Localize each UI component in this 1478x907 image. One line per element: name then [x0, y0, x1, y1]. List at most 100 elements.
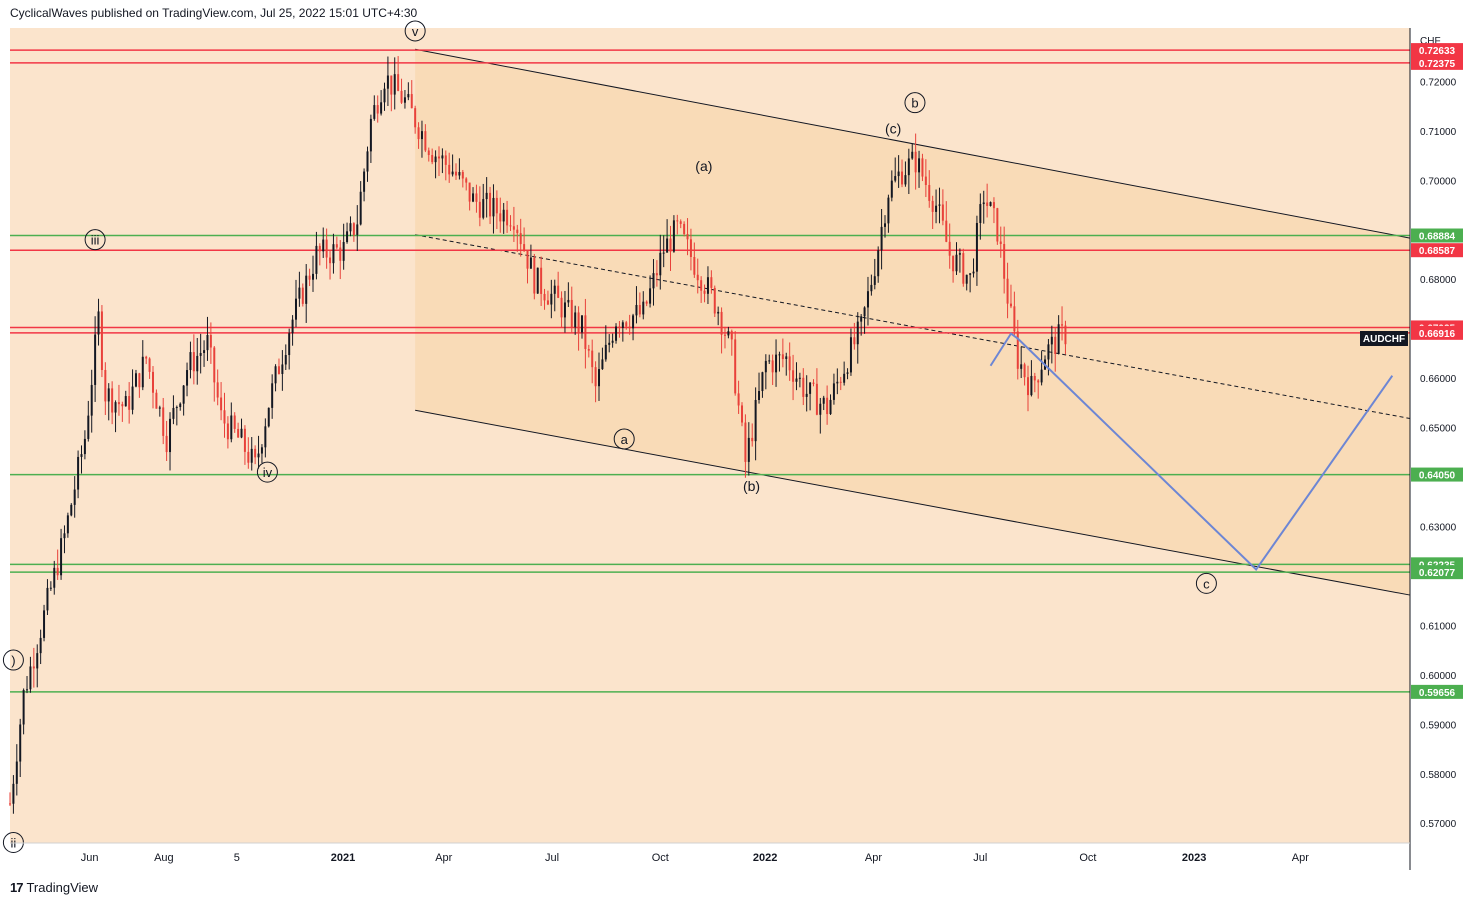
- projection-path[interactable]: [989, 332, 1394, 572]
- candle-body: [431, 155, 434, 163]
- candle-body: [546, 300, 549, 305]
- candle-body: [846, 372, 849, 374]
- y-tick-5: 0.66000: [1420, 374, 1457, 385]
- currency-label: CHF: [1420, 36, 1441, 47]
- candle-body: [843, 373, 846, 383]
- y-tick-0: 0.72000: [1420, 77, 1457, 88]
- time-axis-ticks[interactable]: Jun Aug 5 2021 Apr Jul Oct 2022 Apr Jul Oct 2023 Apr: [81, 852, 1309, 864]
- candle-body: [131, 386, 134, 410]
- horizontal-levels[interactable]: [10, 49, 1410, 693]
- candle-body: [124, 396, 127, 407]
- channel-mid-line: [415, 234, 1411, 419]
- candle-body: [608, 342, 611, 345]
- candle-body: [1054, 336, 1057, 355]
- resistance-badge-label-4: 0.66916: [1419, 329, 1456, 340]
- footer[interactable]: 17 TradingView: [10, 880, 98, 895]
- candle-body: [509, 225, 512, 227]
- candle-body: [369, 118, 372, 152]
- candle-body: [451, 171, 454, 175]
- candle-body: [294, 298, 297, 320]
- symbol-badge: AUDCHF: [1360, 331, 1408, 346]
- wave-label-circle-3: [613, 428, 635, 450]
- candle-body: [584, 315, 587, 350]
- candle-body: [645, 301, 648, 304]
- candle-body: [298, 287, 301, 299]
- candle-body: [700, 280, 703, 291]
- candle-body: [826, 397, 829, 415]
- candle-body: [332, 244, 335, 264]
- support-badge-1: [1411, 467, 1463, 482]
- candle-body: [785, 356, 788, 360]
- candle-body: [894, 176, 897, 181]
- candle-body: [1026, 377, 1029, 396]
- candle-body: [686, 234, 689, 240]
- candle-body: [427, 150, 430, 156]
- candle-body: [642, 301, 645, 315]
- candle-body: [778, 354, 781, 356]
- resistance-badge-label-2: 0.68587: [1419, 246, 1456, 257]
- candle-body: [220, 397, 223, 411]
- candle-body: [169, 418, 172, 453]
- candle-body: [952, 255, 955, 272]
- candle-body: [884, 223, 886, 227]
- candle-body: [363, 171, 366, 192]
- candle-body: [649, 288, 652, 304]
- y-tick-2: 0.70000: [1420, 176, 1457, 187]
- candle-body: [897, 171, 900, 177]
- candle-body: [257, 453, 260, 458]
- candle-body: [104, 370, 107, 402]
- candle-body: [863, 307, 866, 317]
- candle-body: [206, 334, 209, 351]
- candle-body: [237, 428, 240, 438]
- x-tick-0: Jun: [81, 852, 99, 864]
- candle-body: [1050, 336, 1053, 345]
- candle-body: [189, 352, 192, 371]
- candle-body: [856, 321, 859, 345]
- candle-body: [975, 222, 978, 272]
- candle-body: [29, 666, 32, 690]
- wave-label-circle-0: [404, 20, 426, 42]
- candle-body: [114, 402, 117, 413]
- candle-body: [1016, 331, 1019, 369]
- x-tick-12: Apr: [1292, 852, 1309, 864]
- candle-body: [809, 382, 812, 394]
- candle-body: [632, 315, 635, 329]
- support-badge-3: [1411, 565, 1463, 580]
- candle-body: [533, 257, 536, 294]
- candle-body: [618, 326, 621, 329]
- candle-body: [1057, 324, 1060, 355]
- candle-body: [250, 448, 253, 463]
- price-axis-ticks[interactable]: 0.720000.710000.700000.680000.670000.660…: [1420, 77, 1457, 830]
- y-tick-11: 0.58000: [1420, 770, 1457, 781]
- candle-body: [60, 538, 63, 576]
- candle-body: [713, 287, 716, 314]
- candle-body: [284, 355, 287, 365]
- candle-body: [267, 407, 270, 427]
- candle-body: [526, 250, 529, 269]
- candle-body: [390, 75, 393, 95]
- wave-label-circle-1: [84, 229, 106, 251]
- candle-body: [308, 275, 311, 280]
- candle-body: [475, 193, 478, 202]
- candle-body: [819, 403, 822, 415]
- candle-body: [621, 322, 624, 329]
- candle-body: [550, 293, 553, 305]
- candle-body: [815, 383, 818, 415]
- candle-body: [230, 415, 233, 440]
- candle-body: [764, 360, 767, 373]
- candle-body: [523, 244, 526, 251]
- candle-body: [1047, 344, 1050, 360]
- candle-body: [36, 653, 39, 669]
- candle-body: [19, 724, 22, 762]
- candle-body: [485, 192, 488, 200]
- wave-label-0: v: [412, 24, 419, 39]
- candle-body: [77, 456, 80, 490]
- candle-body: [666, 238, 669, 253]
- support-badge-4: [1411, 684, 1463, 699]
- candle-body: [536, 267, 539, 294]
- candle-body: [914, 151, 917, 173]
- candle-body: [366, 151, 369, 172]
- candle-body: [349, 223, 352, 232]
- candle-body: [434, 156, 437, 163]
